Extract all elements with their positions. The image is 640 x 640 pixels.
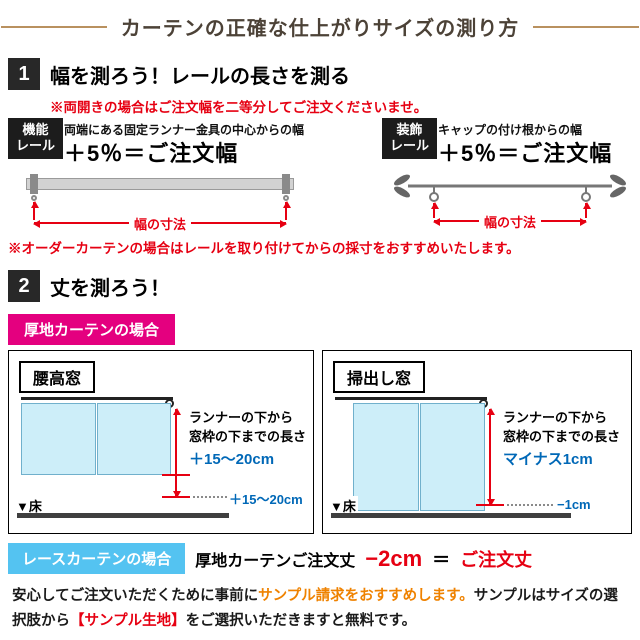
- footer-highlight-sample-request: サンプル請求をおすすめします。: [258, 588, 474, 604]
- measure-pointer-right: [583, 202, 591, 218]
- decorative-rail-illustration: [394, 174, 626, 202]
- leader-line: [193, 496, 227, 498]
- footer-note: 安心してご注文いただくために事前にサンプル請求をおすすめします。サンプルはサイズ…: [12, 584, 628, 633]
- functional-rail-label-line1: 機能: [22, 122, 49, 137]
- footer-part3: サイズの選択肢から: [12, 588, 618, 629]
- curtain-rail: [21, 397, 173, 400]
- width-measure-label: 幅の寸法: [478, 212, 542, 231]
- step1-heading: 幅を測ろう！レールの長さを測る: [50, 65, 350, 88]
- lace-formula-equals: ＝: [432, 549, 451, 570]
- decorative-rail-formula: ＋5％＝ご注文幅: [438, 141, 613, 166]
- sweep-window-title: 掃出し窓: [333, 361, 426, 393]
- step1-note: ※両開きの場合はご注文幅を二等分してご注文くださいませ。: [50, 100, 428, 115]
- lace-formula-text: 厚地カーテンご注文丈: [195, 552, 356, 570]
- functional-rail-label-line2: レール: [16, 138, 56, 154]
- footer-part2: サンプルは: [473, 588, 546, 604]
- decorative-rail-desc: キャップの付け根からの幅: [438, 123, 583, 137]
- page-header: カーテンの正確な仕上がりサイズの測り方: [0, 12, 640, 41]
- floor-label: ▼床: [328, 496, 358, 515]
- rail-cap-left: [30, 174, 38, 194]
- desc-line2: 窓枠の下までの長さ: [503, 428, 621, 444]
- measure-pointer-left: [31, 201, 39, 220]
- step1-number-badge: 1: [8, 58, 40, 90]
- order-length-tick: [162, 496, 190, 498]
- lace-formula-result: ご注文丈: [460, 549, 533, 570]
- leader-value: −1cm: [557, 497, 591, 512]
- floor-bar: [17, 513, 229, 518]
- page-title: カーテンの正確な仕上がりサイズの測り方: [120, 18, 520, 40]
- footer-highlight-sample-fabric: 【サンプル生地】: [70, 612, 186, 629]
- waist-window-desc: ランナーの下から 窓枠の下までの長さ ＋15〜20cm: [189, 409, 313, 470]
- curtain-panel-right: [420, 403, 485, 511]
- desc-line2: 窓枠の下までの長さ: [189, 428, 307, 444]
- leader-line: [507, 504, 553, 506]
- length-value: ＋15〜20cm: [189, 450, 275, 468]
- title-decorative-line-left: [0, 25, 107, 28]
- lace-curtain-row: レースカーテンの場合 厚地カーテンご注文丈 −2cm ＝ ご注文丈: [8, 543, 532, 574]
- curtain-panel-left: [21, 403, 96, 475]
- leader-value: ＋15〜20cm: [229, 492, 303, 507]
- window-bottom-tick: [162, 474, 190, 476]
- step2-heading: 丈を測ろう！: [50, 277, 170, 300]
- rail-bar: [26, 178, 294, 190]
- functional-rail-label: 機能 レール: [8, 118, 64, 159]
- lace-formula-minus: −2cm: [365, 545, 423, 571]
- desc-line1: ランナーの下から: [189, 410, 294, 425]
- length-measure-arrow: [487, 408, 495, 506]
- floor-bar: [331, 513, 571, 518]
- curtain-panel-right: [97, 403, 171, 475]
- rail-hook-left: [31, 195, 37, 201]
- waist-window-title: 腰高窓: [19, 361, 96, 393]
- functional-rail-formula: ＋5％＝ご注文幅: [64, 141, 239, 166]
- rail-cap-right: [282, 174, 290, 194]
- waist-window-box: 腰高窓 ＋15〜20cm ランナーの下から 窓枠の下までの長さ ＋15〜20cm…: [8, 350, 314, 534]
- decorative-rail-label-line2: レール: [390, 138, 430, 154]
- functional-rail-diagram: 幅の寸法: [10, 172, 310, 234]
- title-decorative-line-right: [533, 25, 640, 28]
- footer-part4: をご選択いただきますと無料です。: [185, 612, 417, 629]
- floor-label: ▼床: [14, 496, 44, 515]
- curtain-rail: [335, 397, 487, 400]
- decorative-rail-label: 装飾 レール: [382, 118, 438, 159]
- step1-header: 1 幅を測ろう！レールの長さを測る: [8, 58, 350, 90]
- sweep-window-desc: ランナーの下から 窓枠の下までの長さ マイナス1cm: [503, 409, 627, 470]
- length-measure-arrow: [173, 408, 181, 498]
- curtain-panel-left: [353, 403, 419, 511]
- length-value: マイナス1cm: [503, 450, 593, 468]
- sweep-window-box: 掃出し窓 −1cm ランナーの下から 窓枠の下までの長さ マイナス1cm ▼床: [322, 350, 632, 534]
- order-length-tick: [476, 504, 504, 506]
- decorative-rail-label-line1: 装飾: [396, 122, 423, 137]
- step1-note-bottom: ※オーダーカーテンの場合はレールを取り付けてからの採寸をおすすめいたします。: [8, 241, 520, 256]
- step2-number-badge: 2: [8, 270, 40, 302]
- decorative-rail-diagram: 幅の寸法: [388, 170, 632, 232]
- width-measure-label: 幅の寸法: [128, 214, 192, 233]
- footer-part1: 安心してご注文いただくために事前に: [12, 588, 259, 604]
- functional-rail-desc: 両端にある固定ランナー金具の中心からの幅: [64, 123, 305, 137]
- desc-line1: ランナーの下から: [503, 410, 608, 425]
- lace-curtain-badge: レースカーテンの場合: [8, 543, 186, 574]
- step2-header: 2 丈を測ろう！: [8, 270, 170, 302]
- measure-pointer-left: [431, 202, 439, 218]
- measure-pointer-right: [283, 201, 291, 220]
- thick-curtain-badge: 厚地カーテンの場合: [8, 314, 176, 345]
- rail-hook-right: [283, 195, 289, 201]
